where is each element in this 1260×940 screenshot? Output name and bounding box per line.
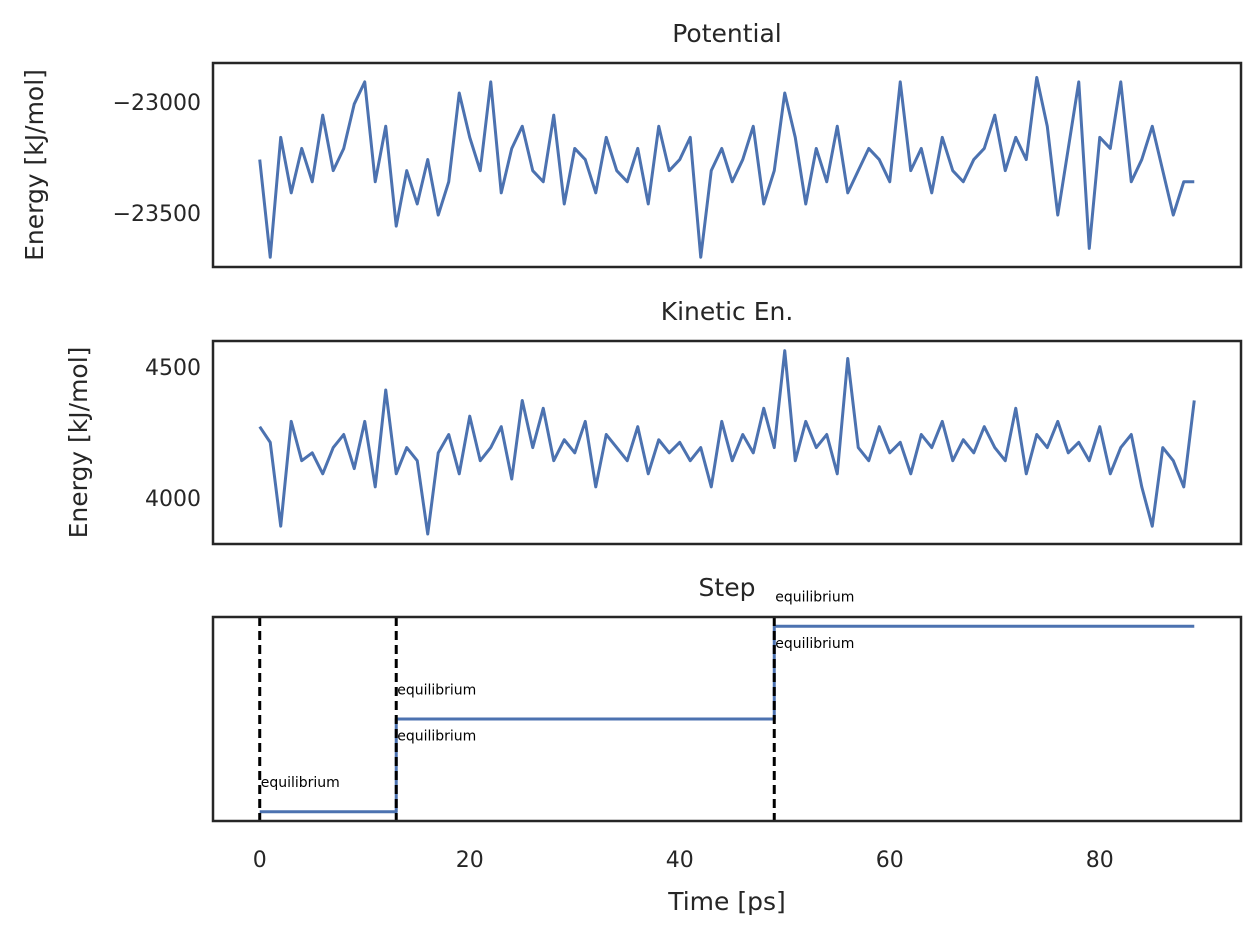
y-tick-label: 4500: [145, 356, 201, 381]
x-tick-label: 60: [876, 848, 904, 873]
annotation: equilibrium: [261, 775, 340, 791]
x-tick-label: 40: [666, 848, 694, 873]
x-tick-label: 80: [1086, 848, 1114, 873]
axes-title: Potential: [672, 19, 782, 48]
axes-frame: [211, 61, 1243, 269]
axes-frame: [211, 615, 1243, 823]
axes-title: Kinetic En.: [661, 297, 794, 326]
y-tick-label: 4000: [145, 487, 201, 512]
annotation: equilibrium: [397, 682, 476, 698]
axes-frame: [211, 339, 1243, 546]
series-line: [259, 624, 1195, 814]
annotation: equilibrium: [775, 590, 854, 606]
annotation: equilibrium: [397, 729, 476, 745]
y-axis-label: Energy [kJ/mol]: [20, 69, 49, 261]
x-axis-label: Time [ps]: [667, 887, 786, 916]
x-tick-label: 20: [456, 848, 484, 873]
axes-title: Step: [699, 573, 756, 602]
series-line: [258, 349, 1196, 536]
x-tick-label: 0: [253, 848, 267, 873]
y-tick-label: −23500: [113, 202, 201, 227]
annotation: equilibrium: [775, 636, 854, 652]
y-tick-label: −23000: [113, 91, 201, 116]
y-axis-label: Energy [kJ/mol]: [64, 347, 93, 539]
series-line: [258, 75, 1195, 259]
